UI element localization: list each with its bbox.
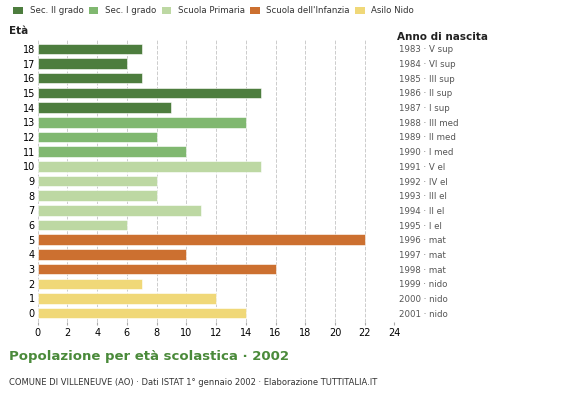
- Bar: [38, 249, 186, 260]
- Text: COMUNE DI VILLENEUVE (AO) · Dati ISTAT 1° gennaio 2002 · Elaborazione TUTTITALIA: COMUNE DI VILLENEUVE (AO) · Dati ISTAT 1…: [9, 378, 377, 387]
- Bar: [38, 88, 260, 98]
- Bar: [38, 234, 365, 245]
- Bar: [38, 220, 127, 230]
- Bar: [38, 293, 216, 304]
- Bar: [38, 190, 157, 201]
- Legend: Sec. II grado, Sec. I grado, Scuola Primaria, Scuola dell'Infanzia, Asilo Nido: Sec. II grado, Sec. I grado, Scuola Prim…: [13, 6, 414, 15]
- Bar: [38, 161, 260, 172]
- Bar: [38, 132, 157, 142]
- Bar: [38, 58, 127, 69]
- Bar: [38, 205, 201, 216]
- Bar: [38, 117, 246, 128]
- Bar: [38, 73, 142, 84]
- Bar: [38, 102, 172, 113]
- Bar: [38, 278, 142, 289]
- Text: Anno di nascita: Anno di nascita: [397, 32, 488, 42]
- Bar: [38, 44, 142, 54]
- Bar: [38, 146, 186, 157]
- Text: Età: Età: [9, 26, 28, 36]
- Bar: [38, 308, 246, 318]
- Bar: [38, 264, 276, 274]
- Text: Popolazione per età scolastica · 2002: Popolazione per età scolastica · 2002: [9, 350, 289, 363]
- Bar: [38, 176, 157, 186]
